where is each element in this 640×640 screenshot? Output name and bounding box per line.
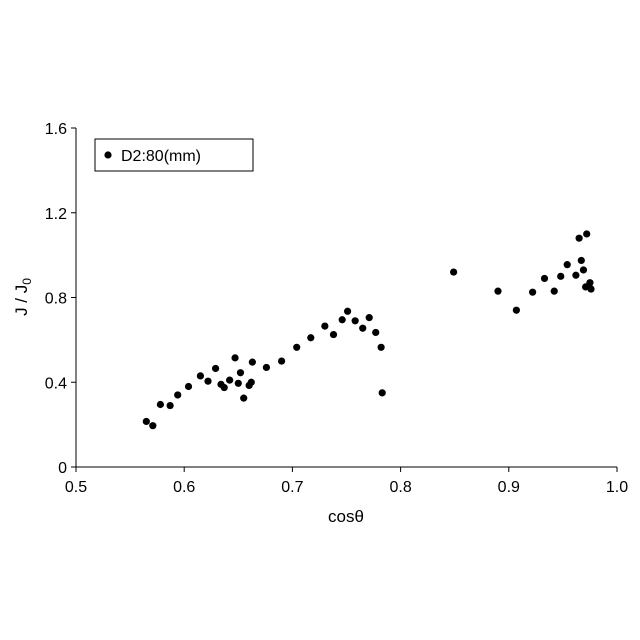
x-tick-label: 0.8 [389, 479, 411, 496]
legend-label: D2:80(mm) [121, 148, 201, 165]
data-point [587, 285, 594, 292]
y-tick-label: 1.2 [45, 206, 67, 223]
data-point [307, 334, 314, 341]
data-point [212, 365, 219, 372]
data-point [226, 377, 233, 384]
data-point [564, 261, 571, 268]
data-points [143, 230, 595, 429]
y-tick-label: 0.4 [45, 375, 67, 392]
data-point [359, 325, 366, 332]
x-tick-label: 0.9 [498, 479, 520, 496]
data-point [372, 329, 379, 336]
y-axis-ticks: 0 0.4 0.8 1.2 1.6 [45, 121, 76, 477]
y-tick-label: 1.6 [45, 121, 67, 138]
data-point [263, 364, 270, 371]
data-point [578, 257, 585, 264]
data-point [557, 273, 564, 280]
data-point [339, 316, 346, 323]
data-point [248, 379, 255, 386]
x-axis-label: cosθ [328, 507, 364, 526]
data-point [572, 272, 579, 279]
data-point [513, 307, 520, 314]
data-point [352, 317, 359, 324]
data-point [240, 395, 247, 402]
data-point [149, 422, 156, 429]
x-tick-label: 0.5 [65, 479, 87, 496]
data-point [197, 372, 204, 379]
data-point [221, 384, 228, 391]
y-axis-label-subscript: 0 [20, 278, 34, 285]
data-point [235, 380, 242, 387]
data-point [541, 275, 548, 282]
data-point [379, 389, 386, 396]
data-point [157, 401, 164, 408]
data-point [366, 314, 373, 321]
data-point [174, 391, 181, 398]
x-tick-label: 0.7 [281, 479, 303, 496]
data-point [237, 369, 244, 376]
data-point [583, 230, 590, 237]
data-point [450, 268, 457, 275]
data-point [293, 344, 300, 351]
x-tick-label: 0.6 [173, 479, 195, 496]
data-point [330, 331, 337, 338]
data-point [231, 354, 238, 361]
data-point [529, 289, 536, 296]
data-point [185, 383, 192, 390]
data-point [586, 279, 593, 286]
data-point [249, 359, 256, 366]
data-point [321, 323, 328, 330]
data-point [551, 288, 558, 295]
y-tick-label: 0 [58, 460, 67, 477]
legend-marker [104, 151, 111, 158]
y-tick-label: 0.8 [45, 291, 67, 308]
data-point [344, 308, 351, 315]
data-point [278, 357, 285, 364]
data-point [167, 402, 174, 409]
data-point [576, 235, 583, 242]
x-axis-ticks: 0.5 0.6 0.7 0.8 0.9 1.0 [65, 467, 628, 496]
y-axis-label: J / J0 [12, 278, 34, 316]
data-point [378, 344, 385, 351]
data-point [580, 266, 587, 273]
data-point [494, 288, 501, 295]
plot-area: 0.5 0.6 0.7 0.8 0.9 1.0 0 0.4 0.8 1.2 1.6 [45, 121, 628, 496]
data-point [143, 418, 150, 425]
x-tick-label: 1.0 [606, 479, 628, 496]
data-point [204, 378, 211, 385]
legend: D2:80(mm) [95, 139, 253, 171]
y-axis-label-main: J / J [12, 285, 31, 316]
